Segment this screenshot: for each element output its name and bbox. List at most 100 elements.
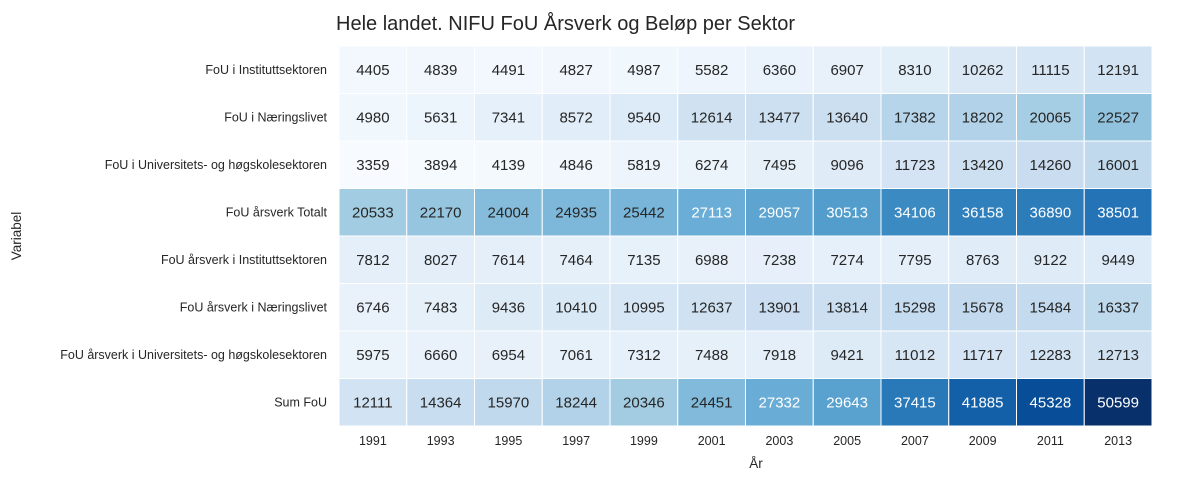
cell-value-label: 7312	[627, 347, 660, 364]
cell-value-label: 27113	[691, 204, 732, 221]
cell-value-label: 7488	[695, 347, 728, 364]
cell-value-label: 6746	[356, 299, 389, 316]
cell-value-label: 3894	[424, 157, 457, 174]
cell-value-label: 4980	[356, 109, 389, 126]
cell-value-label: 7795	[898, 252, 931, 269]
cell-value-label: 7274	[830, 252, 863, 269]
heatmap-cell	[474, 188, 543, 237]
heatmap-cell	[812, 378, 882, 427]
heatmap-cell	[474, 235, 543, 284]
heatmap-cell	[745, 330, 814, 379]
cell-value-label: 11723	[895, 157, 936, 174]
cell-value-label: 9096	[830, 157, 863, 174]
x-tick-label: 1995	[494, 434, 522, 448]
x-tick-label: 2009	[969, 434, 997, 448]
heatmap-cell	[541, 188, 611, 237]
x-tick-label: 2003	[765, 434, 793, 448]
heatmap-cell	[609, 235, 679, 284]
heatmap-cells: 4405 4839 4491 4827 4987 5582 6360 6907 8310 1026…	[338, 45, 1153, 427]
cell-value-label: 20065	[1030, 109, 1072, 126]
cell-value-label: 12111	[353, 394, 393, 411]
heatmap-cell	[948, 45, 1017, 94]
heatmap-cell	[406, 93, 475, 142]
heatmap-cell	[1083, 188, 1153, 237]
cell-value-label: 20533	[352, 204, 394, 221]
cell-value-label: 13477	[759, 109, 801, 126]
y-axis-label: Variabel	[9, 212, 24, 261]
cell-value-label: 8310	[898, 62, 931, 79]
x-tick-label: 2007	[901, 434, 929, 448]
cell-value-label: 6360	[763, 62, 796, 79]
cell-value-label: 34106	[894, 204, 936, 221]
heatmap-cell	[474, 45, 543, 94]
y-tick-label: FoU årsverk i Næringslivet	[180, 300, 328, 314]
cell-value-label: 5582	[695, 62, 728, 79]
cell-value-label: 4846	[559, 157, 592, 174]
cell-value-label: 16001	[1097, 157, 1139, 174]
cell-value-label: 12614	[691, 109, 733, 126]
cell-value-label: 22527	[1097, 109, 1139, 126]
cell-value-label: 7614	[492, 252, 525, 269]
heatmap-cell	[541, 140, 611, 189]
heatmap-cell	[338, 378, 408, 427]
heatmap-cell	[677, 93, 746, 142]
heatmap-cell	[609, 93, 679, 142]
cell-value-label: 13420	[962, 157, 1004, 174]
cell-value-label: 14364	[420, 394, 462, 411]
x-tick-label: 1999	[630, 434, 658, 448]
heatmap-cell	[1083, 45, 1153, 94]
cell-value-label: 4405	[356, 62, 389, 79]
cell-value-label: 13901	[759, 299, 801, 316]
heatmap-cell	[880, 283, 950, 332]
heatmap-cell	[1016, 235, 1085, 284]
cell-value-label: 3359	[356, 157, 389, 174]
heatmap-cell	[338, 235, 408, 284]
heatmap-cell	[1083, 330, 1153, 379]
cell-value-label: 7061	[559, 347, 592, 364]
cell-value-label: 24004	[488, 204, 530, 221]
heatmap-cell	[677, 235, 746, 284]
y-tick-label: FoU i Instituttsektoren	[205, 63, 327, 77]
heatmap-cell	[812, 235, 882, 284]
cell-value-label: 13640	[826, 109, 868, 126]
y-tick-label: FoU årsverk i Instituttsektoren	[161, 253, 327, 267]
cell-value-label: 7341	[492, 109, 525, 126]
heatmap-cell	[1016, 330, 1085, 379]
heatmap-cell	[406, 45, 475, 94]
cell-value-label: 9122	[1034, 252, 1067, 269]
heatmap-cell	[880, 93, 950, 142]
cell-value-label: 36890	[1030, 204, 1072, 221]
cell-value-label: 12637	[691, 299, 733, 316]
heatmap-cell	[541, 283, 611, 332]
heatmap-cell	[880, 188, 950, 237]
heatmap-cell	[338, 140, 408, 189]
cell-value-label: 5975	[356, 347, 389, 364]
cell-value-label: 15970	[488, 394, 530, 411]
heatmap-cell	[677, 45, 746, 94]
y-tick-label: FoU i Næringslivet	[224, 110, 327, 124]
chart-title: Hele landet. NIFU FoU Årsverk og Beløp p…	[336, 12, 795, 35]
heatmap-cell	[1016, 93, 1085, 142]
x-tick-label: 2011	[1037, 434, 1064, 448]
x-tick-label: 2001	[698, 434, 726, 448]
heatmap-cell	[677, 330, 746, 379]
cell-value-label: 29643	[826, 394, 868, 411]
heatmap-cell	[677, 283, 746, 332]
cell-value-label: 9436	[492, 299, 525, 316]
cell-value-label: 6274	[695, 157, 728, 174]
cell-value-label: 5819	[627, 157, 660, 174]
heatmap-cell	[541, 378, 611, 427]
heatmap-cell	[948, 93, 1017, 142]
cell-value-label: 45328	[1030, 394, 1072, 411]
cell-value-label: 9540	[627, 109, 660, 126]
x-axis-label: År	[749, 456, 763, 471]
heatmap-cell	[812, 93, 882, 142]
heatmap-cell	[474, 378, 543, 427]
cell-value-label: 37415	[894, 394, 936, 411]
cell-value-label: 6988	[695, 252, 728, 269]
cell-value-label: 7464	[559, 252, 592, 269]
y-tick-label: FoU årsverk i Universitets- og høgskoles…	[60, 348, 327, 362]
heatmap-cell	[1083, 140, 1153, 189]
y-tick-labels: FoU i Instituttsektoren FoU i Næringslive…	[60, 63, 327, 410]
